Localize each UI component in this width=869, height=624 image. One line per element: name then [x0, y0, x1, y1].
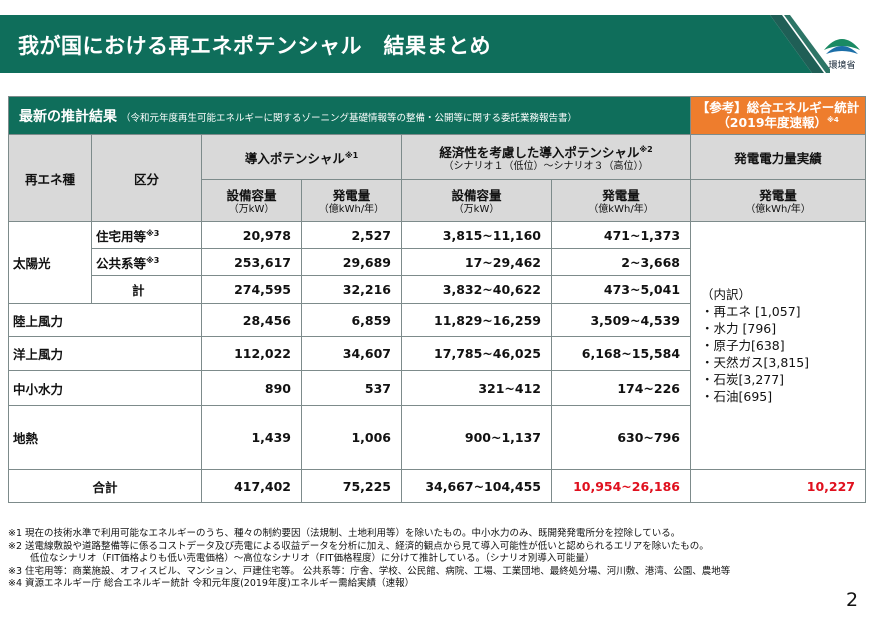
row-label-solar-total: 計 [91, 275, 202, 304]
row-label-total: 合計 [8, 469, 202, 503]
table-row: 公共系等※3 253,617 29,689 17~29,462 2~3,668 [9, 248, 866, 276]
cell-value: 17~29,462 [401, 248, 552, 276]
cell-value: 274,595 [201, 275, 302, 304]
cell-value: 1,439 [201, 405, 302, 470]
reference-mark: ※4 [827, 116, 839, 125]
reference-header: 【参考】総合エネルギー統計 （2019年度速報）※4 [690, 96, 867, 135]
footnote: ※4 資源エネルギー庁 総合エネルギー統計 令和元年度(2019年度)エネルギー… [8, 578, 415, 589]
page-number: 2 [846, 589, 859, 611]
row-label-solar: 太陽光 [8, 221, 92, 304]
cell-value: 900~1,137 [401, 405, 552, 470]
subheader-actual-generation: 発電量 （億kWh/年） [690, 179, 867, 222]
cell-value: 6,168~15,584 [550, 336, 692, 371]
actual-breakdown: （内訳） ・再エネ [1,057] ・水力 [796] ・原子力[638] ・天… [690, 221, 867, 470]
cell-value: 890 [201, 370, 302, 406]
row-label-small-hydro: 中小水力 [8, 370, 202, 406]
footnote: ※2 送電線敷設や道路整備等に係るコストデータ及び売電による収益データを分析に加… [8, 540, 709, 552]
table-banner: 最新の推計結果 （令和元年度再生可能エネルギーに関するゾーニング基礎情報等の整備・… [7, 96, 692, 135]
table-row: 計 274,595 32,216 3,832~40,622 473~5,041 [9, 275, 866, 304]
header-type: 再エネ種 [8, 134, 92, 222]
footnote: 低位なシナリオ（FIT価格よりも低い売電価格）～高位なシナリオ（FIT価格程度）… [30, 553, 595, 564]
stripe-decoration [770, 15, 830, 73]
cell-value: 417,402 [201, 469, 302, 503]
cell-value: 11,829~16,259 [401, 303, 552, 337]
ministry-logo-icon [824, 39, 860, 54]
cell-value: 75,225 [301, 469, 402, 503]
breakdown-item: ・石油[695] [701, 389, 773, 404]
cell-value: 321~412 [401, 370, 552, 406]
row-label-onshore-wind: 陸上風力 [8, 303, 202, 337]
cell-value: 174~226 [550, 370, 692, 406]
cell-value: 34,607 [301, 336, 402, 371]
footnotes: ※1 現在の技術水準で利用可能なエネルギーのうち、種々の制約要因（法規制、土地利… [8, 528, 858, 591]
cell-value: 253,617 [201, 248, 302, 276]
cell-value: 20,978 [201, 221, 302, 249]
breakdown-title: （内訳） [701, 287, 752, 302]
cell-value: 2,527 [301, 221, 402, 249]
cell-value: 28,456 [201, 303, 302, 337]
table-row: 太陽光 住宅用等※3 20,978 2,527 3,815~11,160 471… [8, 221, 867, 470]
breakdown-item: ・水力 [796] [701, 321, 777, 336]
row-label-geothermal: 地熱 [8, 405, 202, 470]
footnote: ※3 住宅用等：商業施設、オフィスビル、マンション、戸建住宅等。 公共系等：庁舎… [8, 565, 731, 577]
total-row: 合計 417,402 75,225 34,667~104,455 10,954~… [8, 469, 867, 503]
potential-table: 最新の推計結果 （令和元年度再生可能エネルギーに関するゾーニング基礎情報等の整備・… [7, 96, 867, 503]
header-econ-potential: 経済性を考慮した導入ポテンシャル※2 （シナリオ１（低位）～シナリオ３（高位）） [400, 134, 692, 180]
subheader-econ-generation: 発電量 （億kWh/年） [550, 179, 692, 222]
cell-value: 3,832~40,622 [401, 275, 552, 304]
cell-value: 10,954~26,186 [550, 469, 692, 503]
banner-title: 最新の推計結果 [19, 108, 117, 125]
cell-value: 34,667~104,455 [401, 469, 552, 503]
cell-value: 471~1,373 [550, 221, 692, 249]
row-label-offshore-wind: 洋上風力 [8, 336, 202, 371]
cell-value: 1,006 [301, 405, 402, 470]
cell-value: 112,022 [201, 336, 302, 371]
footnote: ※1 現在の技術水準で利用可能なエネルギーのうち、種々の制約要因（法規制、土地利… [8, 528, 681, 539]
table-row: 地熱 1,439 1,006 900~1,137 630~796 [8, 405, 866, 470]
cell-value: 3,815~11,160 [401, 221, 552, 249]
subheader-generation: 発電量 （億kWh/年） [301, 179, 402, 222]
reference-line2: （2019年度速報） [717, 115, 828, 131]
reference-line1: 【参考】総合エネルギー統計 [696, 100, 860, 116]
subheader-capacity: 設備容量 （万kW） [201, 179, 302, 222]
banner-subtitle: （令和元年度再生可能エネルギーに関するゾーニング基礎情報等の整備・公開等に関する… [121, 112, 578, 124]
cell-value-actual-total: 10,227 [690, 469, 867, 503]
breakdown-item: ・原子力[638] [701, 338, 785, 353]
ministry-logo-caption: 環境省 [828, 61, 856, 71]
cell-value: 473~5,041 [550, 275, 692, 304]
breakdown-item: ・石炭[3,277] [701, 372, 785, 387]
breakdown-item: ・天然ガス[3,815] [701, 355, 810, 370]
page-header: 我が国における再エネポテンシャル 結果まとめ 環境省 [0, 0, 869, 80]
cell-value: 537 [301, 370, 402, 406]
cell-value: 630~796 [550, 405, 692, 470]
cell-value: 17,785~46,025 [401, 336, 552, 371]
cell-value: 2~3,668 [550, 248, 692, 276]
cell-value: 29,689 [301, 248, 402, 276]
row-label-residential: 住宅用等※3 [91, 221, 202, 249]
header-actual: 発電電力量実績 [690, 134, 867, 180]
header-class: 区分 [91, 134, 202, 222]
cell-value: 32,216 [301, 275, 402, 304]
cell-value: 6,859 [301, 303, 402, 337]
table-row: 洋上風力 112,022 34,607 17,785~46,025 6,168~… [8, 336, 866, 371]
subheader-econ-capacity: 設備容量 （万kW） [401, 179, 552, 222]
breakdown-item: ・再エネ [1,057] [701, 304, 801, 319]
cell-value: 3,509~4,539 [550, 303, 692, 337]
page-title: 我が国における再エネポテンシャル 結果まとめ [18, 34, 491, 58]
table-row: 中小水力 890 537 321~412 174~226 [8, 370, 866, 406]
table-row: 陸上風力 28,456 6,859 11,829~16,259 3,509~4,… [8, 303, 866, 337]
title-band [0, 15, 812, 73]
row-label-public: 公共系等※3 [91, 248, 202, 276]
header-potential: 導入ポテンシャル※1 [201, 134, 402, 180]
